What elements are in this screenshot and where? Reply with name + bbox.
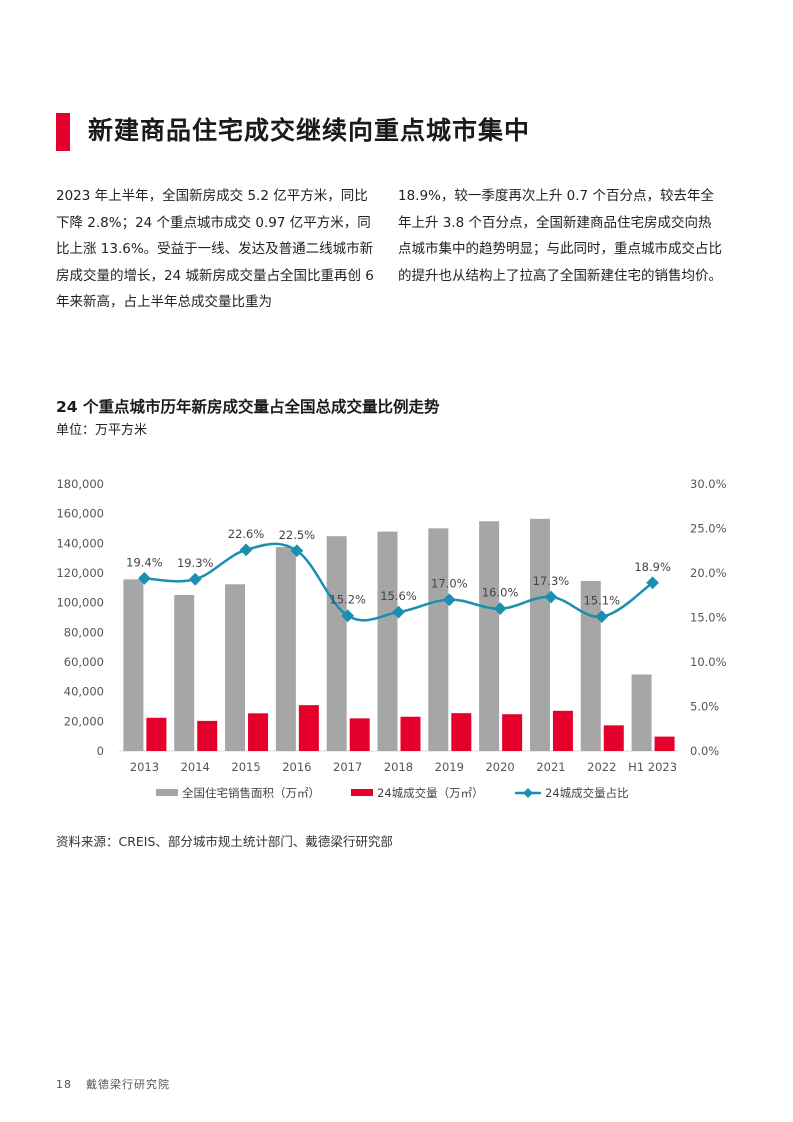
x-tick-label: 2022 <box>587 760 616 774</box>
legend-swatch-national <box>156 789 178 796</box>
y-right-tick-label: 25.0% <box>690 522 727 536</box>
x-tick-label: 2015 <box>231 760 260 774</box>
x-tick-label: 2019 <box>435 760 464 774</box>
share-point-marker <box>392 605 405 619</box>
share-point-marker <box>341 609 355 623</box>
y-right-tick-label: 15.0% <box>690 611 727 625</box>
share-data-label: 15.2% <box>329 593 366 607</box>
x-tick-label: 2018 <box>384 760 413 774</box>
y-right-tick-label: 0.0% <box>690 744 719 758</box>
combo-chart: 0 20,000 40,000 60,000 80,000 100,000 120,000 1… <box>56 477 727 800</box>
share-point-marker <box>239 543 253 557</box>
bar-national-total <box>479 521 500 751</box>
bar-national-total <box>174 594 195 751</box>
y-right-tick-label: 10.0% <box>690 655 727 669</box>
bar-24-city <box>451 713 472 751</box>
bar-national-total <box>580 581 601 751</box>
bar-national-total <box>529 518 550 751</box>
x-tick-label: 2013 <box>130 760 159 774</box>
bar-national-total <box>631 674 652 751</box>
legend-label-national: 全国住宅销售面积（万㎡） <box>182 786 320 800</box>
y-right-tick-label: 30.0% <box>690 477 727 491</box>
bar-24-city <box>502 714 523 751</box>
body-paragraph-left: 2023 年上半年，全国新房成交 5.2 亿平方米，同比下降 2.8%；24 个… <box>56 188 374 310</box>
chart-unit: 单位：万平方米 <box>56 423 148 438</box>
bar-24-city <box>400 716 421 751</box>
share-data-label: 17.0% <box>431 577 468 591</box>
y-left-tick-label: 120,000 <box>56 566 104 580</box>
y-left-tick-label: 160,000 <box>56 507 104 521</box>
page-title: 新建商品住宅成交继续向重点城市集中 <box>88 116 531 145</box>
x-tick-label: 2016 <box>282 760 311 774</box>
share-data-label: 17.3% <box>533 574 570 588</box>
y-left-tick-label: 0 <box>97 744 104 758</box>
bar-24-city <box>298 705 319 751</box>
body-paragraph-right: 18.9%，较一季度再次上升 0.7 个百分点，较去年全年上升 3.8 个百分点… <box>398 188 722 284</box>
legend-swatch-24-city <box>351 789 373 796</box>
chart-title: 24 个重点城市历年新房成交量占全国总成交量比例走势 <box>56 398 440 416</box>
share-data-label: 15.6% <box>380 589 417 603</box>
share-point-marker <box>138 571 151 585</box>
bar-24-city <box>248 713 269 751</box>
bar-24-city <box>603 725 624 751</box>
legend-label-24-city: 24城成交量（万㎡） <box>377 786 484 800</box>
bar-24-city <box>654 736 675 751</box>
share-data-label: 16.0% <box>482 586 519 600</box>
y-left-tick-label: 20,000 <box>64 714 104 728</box>
x-tick-label: 2014 <box>181 760 210 774</box>
y-left-tick-label: 80,000 <box>64 625 104 639</box>
share-data-label: 19.3% <box>177 556 214 570</box>
x-tick-label: 2017 <box>333 760 362 774</box>
y-left-tick-label: 180,000 <box>56 477 104 491</box>
bar-24-city <box>552 710 573 751</box>
bar-24-city <box>197 720 218 751</box>
x-tick-label: H1 2023 <box>628 760 677 774</box>
bar-national-total <box>225 584 246 751</box>
y-left-tick-label: 40,000 <box>64 685 104 699</box>
bar-24-city <box>349 718 370 751</box>
footer-org: 戴德梁行研究院 <box>86 1078 170 1091</box>
source-note: 资料来源：CREIS、部分城市规土统计部门、戴德梁行研究部 <box>56 834 393 849</box>
bar-national-total <box>123 579 144 751</box>
title-accent-bar <box>56 113 70 151</box>
share-data-label: 19.4% <box>126 555 163 569</box>
page-number: 18 <box>56 1078 72 1091</box>
page-footer: 18 戴德梁行研究院 <box>56 1076 170 1092</box>
legend-marker-share <box>523 788 533 798</box>
bar-national-total <box>326 536 347 751</box>
y-left-tick-label: 100,000 <box>56 596 104 610</box>
y-right-tick-label: 5.0% <box>690 700 719 714</box>
y-left-tick-label: 60,000 <box>64 655 104 669</box>
x-tick-label: 2021 <box>536 760 565 774</box>
bar-24-city <box>146 717 167 751</box>
bar-national-total <box>428 528 449 751</box>
share-data-label: 18.9% <box>634 560 671 574</box>
share-data-label: 15.1% <box>583 594 620 608</box>
share-data-label: 22.5% <box>279 528 316 542</box>
share-point-marker <box>493 602 507 615</box>
bar-national-total <box>377 531 398 751</box>
y-left-tick-label: 140,000 <box>56 536 104 550</box>
x-tick-label: 2020 <box>485 760 514 774</box>
y-right-tick-label: 20.0% <box>690 566 727 580</box>
bar-national-total <box>275 547 296 751</box>
legend-label-share: 24城成交量占比 <box>545 786 629 800</box>
share-data-label: 22.6% <box>228 527 265 541</box>
share-point-marker <box>188 572 202 586</box>
